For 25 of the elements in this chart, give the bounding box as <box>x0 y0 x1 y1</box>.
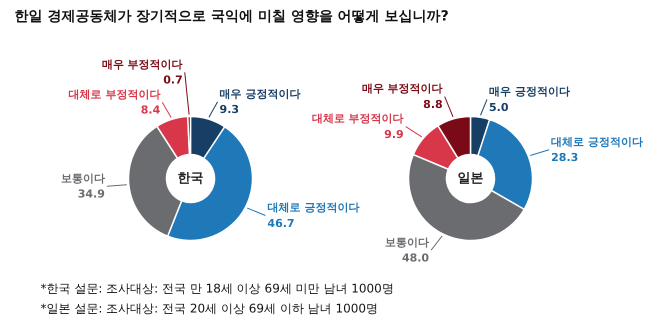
data-label: 9.9 <box>384 128 404 141</box>
text: *일본 설문: 조사대상: 전국 20세 이상 69세 이하 남녀 1000명 <box>40 302 378 316</box>
slice-label: 보통이다 <box>60 172 105 185</box>
slice-label: 대체로 부정적이다 <box>312 112 404 126</box>
data-label: 8.8 <box>423 98 443 111</box>
data-label: 34.9 <box>78 188 105 201</box>
data-label: 48.0 <box>402 252 430 265</box>
slice-label: 보통이다 <box>385 236 430 249</box>
slice-label: 대체로 긍정적이다 <box>551 135 643 148</box>
data-label: 28.3 <box>551 151 578 164</box>
slice-label: 매우 부정적이다 <box>362 82 443 96</box>
slice-label: 대체로 부정적이다 <box>68 88 160 101</box>
data-label: 9.3 <box>220 103 240 116</box>
slice-label: 매우 긍정적이다 <box>489 85 570 98</box>
slice-label: 대체로 긍정적이다 <box>267 201 360 214</box>
slice-label: 매우 긍정적이다 <box>220 88 300 101</box>
slice-label: 매우 부정적이다 <box>102 58 183 71</box>
text: 일본 <box>458 171 484 186</box>
data-label: 8.4 <box>140 104 161 117</box>
text: *한국 설문: 조사대상: 전국 만 18세 이상 69세 미만 남녀 1000명 <box>40 282 394 296</box>
text: 한국 <box>178 171 204 186</box>
data-label: 46.7 <box>267 216 295 230</box>
chart-title: 한일 경제공동체가 장기적으로 국익에 미칠 영향을 어떻게 보십니까? <box>14 8 449 24</box>
data-label: 0.7 <box>163 74 183 87</box>
data-label: 5.0 <box>489 100 509 114</box>
